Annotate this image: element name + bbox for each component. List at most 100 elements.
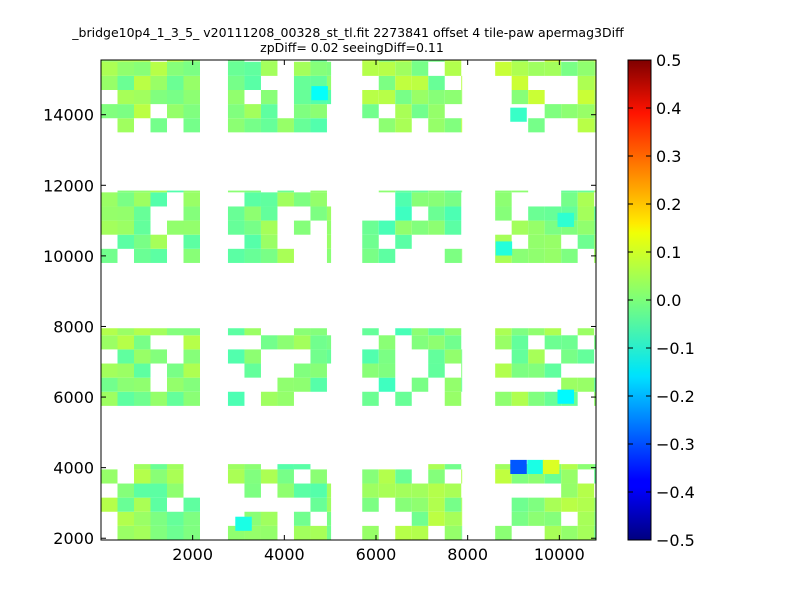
heatmap-cell [495,363,512,378]
heatmap-cell [444,391,462,406]
heatmap-cell [544,234,562,249]
heatmap-cell [117,349,134,364]
heatmap-cell [594,525,596,540]
heatmap-cell [150,349,167,364]
heatmap-cell [395,118,412,133]
heatmap-cell [244,192,261,207]
heatmap-cell [244,190,261,193]
heatmap-cell [544,220,562,235]
heatmap-cell [134,469,151,484]
heatmap-cell [167,75,184,90]
heatmap-cell [150,75,167,90]
heatmap-cell [461,118,463,133]
heatmap-cell [310,190,327,193]
heatmap-cell [326,61,332,76]
heatmap-cell [134,483,151,498]
heatmap-cell [183,104,200,119]
heatmap-cell [101,469,118,484]
heatmap-cell [378,483,396,498]
heatmap-cell [293,61,311,76]
heatmap-cell [183,377,200,392]
heatmap-cell [561,483,578,498]
heatmap-cell [150,234,167,249]
heatmap-cell [395,391,412,406]
heatmap-cell [362,349,379,364]
heatmap-cell [461,497,463,512]
heatmap-cell [594,335,596,350]
heatmap-cell [461,75,463,90]
heatmap-cell [544,60,562,62]
heatmap-cell [134,377,151,392]
heatmap-cell [428,363,445,378]
heatmap-cell [395,60,412,62]
heatmap-cell [528,234,545,249]
heatmap-cell [277,118,294,133]
heatmap-cell [134,220,151,235]
heatmap-cell [428,328,445,336]
heatmap-cell [528,61,545,76]
heatmap-cell [244,75,261,90]
colorbar-tick-label: 0.1 [656,243,681,262]
heatmap-cell [528,206,545,221]
heatmap-cell-outlier [527,459,544,474]
heatmap-cell-outlier [495,241,513,256]
heatmap-cell [528,328,545,336]
heatmap-cell [326,234,332,249]
heatmap-cell [577,525,595,540]
heatmap-cell [495,328,512,336]
heatmap-cell [411,525,429,540]
heatmap-cell [362,104,379,119]
heatmap-cell [183,349,200,364]
heatmap-cell [594,206,596,221]
heatmap-cell [101,104,118,119]
heatmap-cell [310,335,327,350]
heatmap-cell [362,525,379,540]
heatmap-cell [117,525,134,540]
heatmap-cell [411,190,429,193]
heatmap-cell [395,61,412,76]
heatmap-cell [150,248,167,263]
heatmap-cell [277,248,294,263]
heatmap-cell [101,61,118,76]
heatmap-cell [134,525,151,540]
heatmap-cell [594,60,596,62]
x-tick-label: 4000 [264,545,305,564]
heatmap-cell [428,192,445,207]
heatmap-cell [134,104,151,119]
heatmap-cell [511,497,529,512]
heatmap-cell [134,206,151,221]
heatmap-cell [461,377,463,392]
heatmap-cell [326,206,332,221]
heatmap-cell [183,328,200,336]
heatmap-cell [461,525,463,540]
heatmap-cell [411,497,429,512]
heatmap-cell [594,377,596,392]
heatmap-cell [594,90,596,105]
heatmap-cell [411,60,429,62]
heatmap-cell [310,525,327,540]
heatmap-cell [444,483,462,498]
heatmap-cell [495,469,512,484]
heatmap-cell-outlier [557,212,574,227]
heatmap-cell-outlier [542,459,560,474]
heatmap-cell [577,190,595,193]
heatmap-cell [461,469,463,484]
heatmap-cell [293,104,311,119]
heatmap-cell [561,192,578,207]
heatmap-cell [362,328,379,336]
y-tick-label: 2000 [53,529,94,548]
heatmap-cell [428,75,445,90]
heatmap-cell [561,469,578,484]
heatmap-cell [444,349,462,364]
heatmap-cell [310,497,327,512]
heatmap-cell [150,61,167,76]
heatmap-cell [444,61,462,76]
heatmap-cell [293,328,311,336]
heatmap-cell [395,483,412,498]
heatmap-cell [310,61,327,76]
heatmap-cell [362,497,379,512]
heatmap-cell [227,190,245,193]
heatmap-cell [577,234,595,249]
heatmap-cell [362,220,379,235]
heatmap-cell [577,118,595,133]
